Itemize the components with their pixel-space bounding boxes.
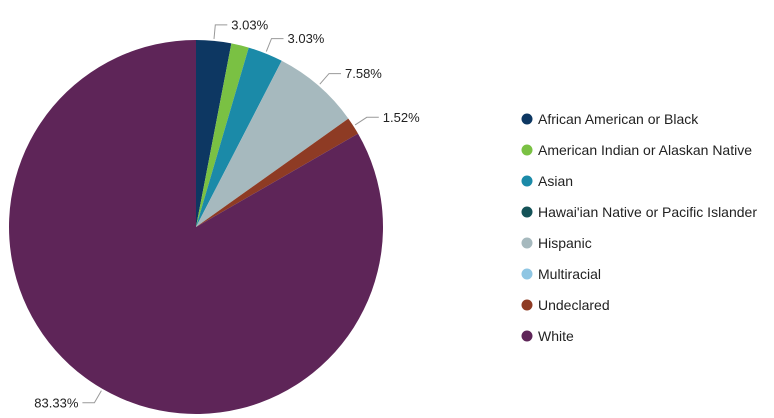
legend-marker [521,144,533,156]
legend-marker [521,113,533,125]
slice-label-hispanic: 7.58% [345,66,382,81]
legend-marker [521,206,533,218]
legend-label: Undeclared [538,297,610,313]
legend-label: Multiracial [538,266,601,282]
leader-line-undeclared [354,116,379,126]
legend-item-undeclared: Undeclared [521,297,610,313]
slice-label-undeclared: 1.52% [383,110,420,125]
legend-marker [521,237,533,249]
pie-slice-white [9,40,384,414]
legend-item-american-indian-or-alaskan-native: American Indian or Alaskan Native [521,142,752,158]
legend: African American or Black American Indian… [521,111,757,344]
slice-label-african-american-or-black: 3.03% [231,17,268,32]
pie-slice-american-indian-or-alaskan-native [196,43,249,227]
legend-label: African American or Black [538,111,699,127]
legend-item-hispanic: Hispanic [521,235,592,251]
pie-slices [9,40,384,414]
legend-item-asian: Asian [521,173,573,189]
leader-line-hispanic [319,73,341,85]
leader-line-asian [265,38,284,52]
legend-label: American Indian or Alaskan Native [538,142,752,158]
leader-line-african-american-or-black [213,24,228,39]
pie-slice-hispanic [196,60,349,228]
legend-label: Hispanic [538,235,592,251]
legend-item-white: White [521,328,574,344]
slice-label-white: 83.33% [34,395,79,410]
pie-slice-asian [196,47,282,228]
pie-slice-african-american-or-black [196,40,232,227]
leader-line-white [82,390,102,404]
slice-labels: 3.03% 3.03% 7.58% 1.52% 83.33% [34,17,420,410]
slice-label-asian: 3.03% [288,31,325,46]
legend-item-hawai-ian-native-or-pacific-islander: Hawai'ian Native or Pacific Islander [521,204,757,220]
legend-label: Hawai'ian Native or Pacific Islander [538,204,757,220]
legend-label: White [538,328,574,344]
legend-item-african-american-or-black: African American or Black [521,111,699,127]
legend-marker [521,330,533,342]
legend-label: Asian [538,173,573,189]
legend-marker [521,175,533,187]
legend-marker [521,268,533,280]
legend-marker [521,299,533,311]
legend-item-multiracial: Multiracial [521,266,601,282]
pie-slice-undeclared [196,118,359,227]
